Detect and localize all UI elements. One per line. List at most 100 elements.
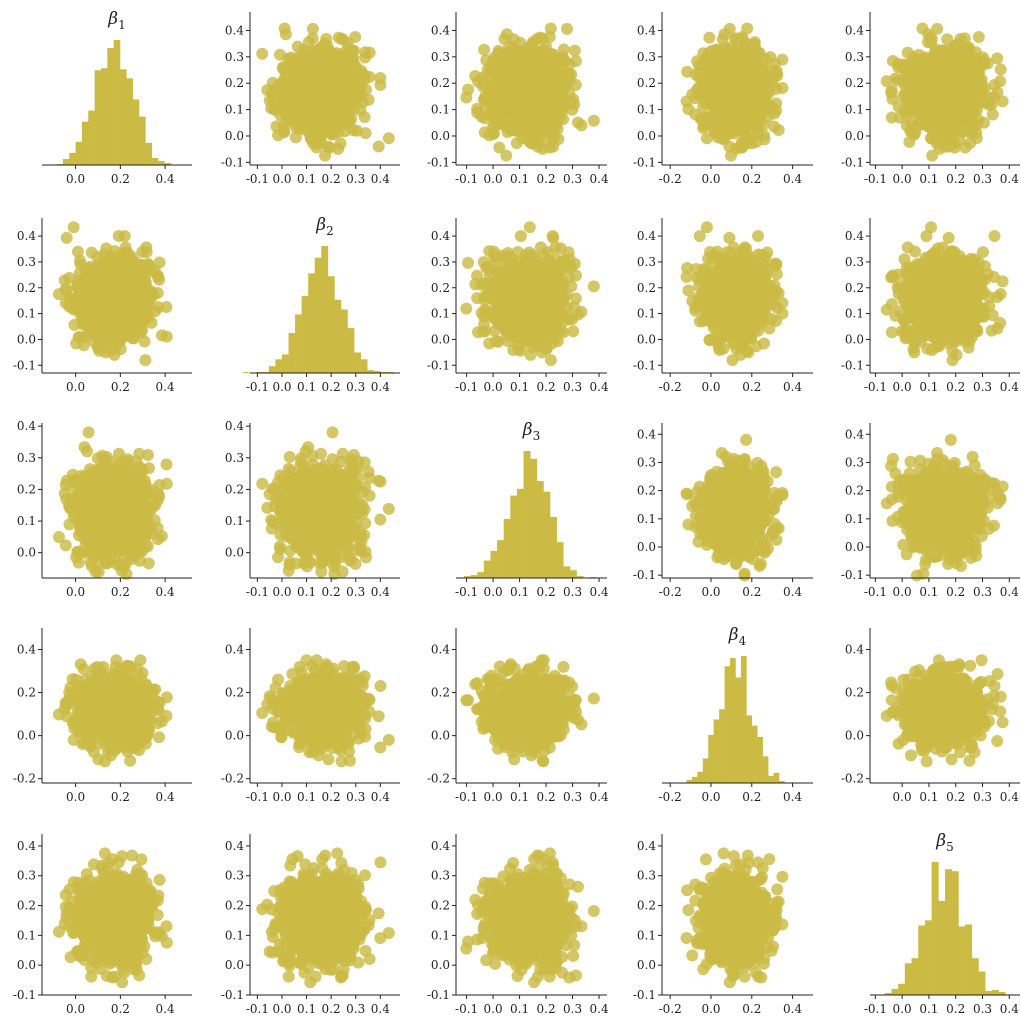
scatter-point bbox=[526, 36, 539, 49]
y-tick-label: 0.0 bbox=[845, 129, 864, 143]
histogram-bar bbox=[164, 162, 172, 165]
scatter-point bbox=[970, 103, 983, 116]
x-tick-label: 0.2 bbox=[111, 172, 130, 186]
scatter-point bbox=[970, 132, 983, 145]
scatter-point bbox=[755, 106, 768, 119]
x-tick-label: 0.4 bbox=[1000, 172, 1019, 186]
scatter-point bbox=[306, 58, 319, 71]
y-tick-label: 0.4 bbox=[17, 229, 36, 243]
panel-2-1: -0.10.00.10.20.30.40.0 0.2 0.4 bbox=[13, 218, 192, 394]
x-tick-label: 0.2 bbox=[742, 172, 761, 186]
scatter-point bbox=[903, 135, 916, 148]
histogram-bar bbox=[354, 352, 361, 373]
x-tick-label: -0.1 bbox=[455, 172, 478, 186]
histogram-bar bbox=[81, 121, 89, 165]
x-tick-label: 0.3 bbox=[346, 172, 365, 186]
scatter-point bbox=[703, 31, 716, 44]
y-tick-label: 0.2 bbox=[845, 76, 864, 90]
histogram-bar bbox=[69, 152, 76, 165]
x-tick-label: 0.4 bbox=[783, 172, 802, 186]
scatter-point bbox=[125, 286, 138, 299]
x-tick-label: 0.3 bbox=[973, 172, 992, 186]
y-tick-label: 0.0 bbox=[17, 332, 36, 346]
scatter-point bbox=[681, 65, 694, 78]
scatter-point bbox=[587, 114, 600, 127]
y-tick-label: 0.3 bbox=[637, 50, 656, 64]
scatter-point bbox=[277, 74, 290, 87]
panel-1-4: -0.10.00.10.20.30.4-0.2 0.0 0.2 0.4 bbox=[633, 12, 813, 186]
scatter-point bbox=[700, 132, 713, 145]
y-tick-label: 0.4 bbox=[431, 24, 450, 38]
x-tick-label: 0.1 bbox=[919, 172, 938, 186]
y-tick-label: 0.1 bbox=[845, 103, 864, 117]
scatter-point bbox=[722, 101, 735, 114]
scatter-point bbox=[274, 48, 287, 61]
scatter-point bbox=[480, 54, 493, 67]
scatter-point bbox=[277, 95, 290, 108]
scatter-point bbox=[495, 104, 508, 117]
x-tick-label: 0.0 bbox=[701, 172, 720, 186]
scatter-point bbox=[560, 79, 573, 92]
x-tick-label: 0.2 bbox=[946, 172, 965, 186]
scatter-point bbox=[514, 230, 527, 243]
scatter-point bbox=[535, 81, 548, 94]
scatter-point bbox=[524, 49, 537, 62]
scatter-point bbox=[937, 64, 950, 77]
scatter-point bbox=[949, 110, 962, 123]
histogram-bar bbox=[340, 309, 348, 373]
scatter-point bbox=[689, 92, 702, 105]
scatter-point bbox=[320, 64, 333, 77]
histogram-bar bbox=[321, 246, 329, 373]
x-tick-label: 0.0 bbox=[66, 380, 85, 394]
panel-1-5: -0.10.00.10.20.30.4-0.1 0.0 0.1 0.2 0.3 0.4 bbox=[841, 12, 1020, 186]
scatter-point bbox=[319, 49, 332, 62]
histogram-bar bbox=[334, 299, 342, 373]
scatter-point bbox=[748, 40, 761, 53]
scatter-point bbox=[493, 81, 506, 94]
scatter-point bbox=[94, 266, 107, 279]
scatter-point bbox=[885, 86, 898, 99]
scatter-point bbox=[897, 58, 910, 71]
scatter-point bbox=[287, 67, 300, 80]
scatter-point bbox=[921, 93, 934, 106]
histogram-bar bbox=[288, 332, 296, 373]
scatter-point bbox=[110, 312, 123, 325]
scatter-point bbox=[701, 49, 714, 62]
x-tick-label: 0.2 bbox=[537, 172, 556, 186]
x-tick-label: 0.4 bbox=[156, 172, 175, 186]
scatter-point bbox=[938, 101, 951, 114]
scatter-point bbox=[329, 89, 341, 102]
histogram-bar bbox=[145, 142, 152, 165]
scatter-point bbox=[76, 296, 89, 309]
y-tick-label: -0.1 bbox=[841, 155, 864, 169]
y-tick-label: 0.3 bbox=[225, 50, 244, 64]
scatter-point bbox=[928, 49, 941, 62]
y-tick-label: 0.0 bbox=[431, 129, 450, 143]
x-tick-label: 0.0 bbox=[893, 172, 912, 186]
scatter-point bbox=[315, 101, 328, 114]
x-tick-label: 0.1 bbox=[297, 380, 316, 394]
scatter-point bbox=[724, 149, 737, 162]
x-tick-label: 0.1 bbox=[510, 172, 529, 186]
scatter-point bbox=[149, 305, 162, 318]
scatter-point bbox=[129, 301, 142, 314]
scatter-point bbox=[562, 69, 575, 82]
scatter-point bbox=[475, 73, 488, 86]
scatter-point bbox=[486, 121, 499, 134]
scatter-point bbox=[770, 69, 783, 82]
scatter-point bbox=[71, 245, 84, 258]
x-tick-label: 0.4 bbox=[590, 172, 609, 186]
scatter-point bbox=[925, 132, 938, 145]
y-tick-label: -0.1 bbox=[427, 155, 450, 169]
scatter-point bbox=[551, 100, 564, 113]
scatter-point bbox=[951, 81, 964, 94]
x-tick-label: -0.1 bbox=[246, 172, 269, 186]
x-tick-label: 0.0 bbox=[66, 172, 85, 186]
y-tick-label: -0.1 bbox=[13, 358, 36, 372]
scatter-point bbox=[737, 44, 750, 57]
scatter-point bbox=[516, 81, 529, 94]
histogram-bar bbox=[132, 99, 140, 165]
scatter-point bbox=[926, 149, 939, 162]
scatter-point bbox=[696, 73, 709, 86]
